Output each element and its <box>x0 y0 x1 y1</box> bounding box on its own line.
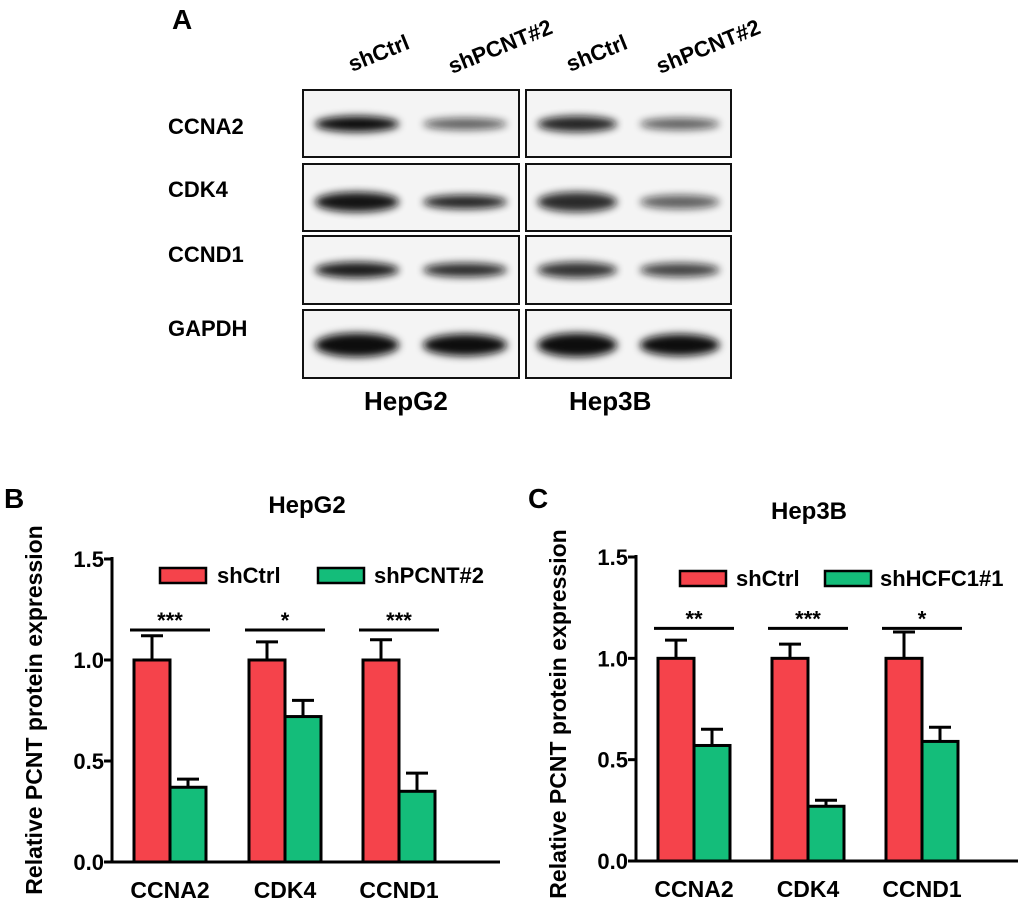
legend-label-control: shCtrl <box>217 563 281 588</box>
bar-ccnd1-knockdown <box>397 789 437 864</box>
x-tick-label: CCNA2 <box>654 876 733 902</box>
legend-swatch-control <box>678 569 728 588</box>
significance-label: *** <box>795 606 821 631</box>
lane-labels: shCtrl shPCNT#2 shCtrl shPCNT#2 <box>345 14 764 78</box>
protein-row-labels: CCNA2 CDK4 CCND1 GAPDH <box>168 114 247 341</box>
bar-ccna2-knockdown <box>692 743 732 863</box>
y-tick-label: 1.0 <box>73 648 104 673</box>
y-axis-label: Relative PCNT protein expression <box>545 529 571 898</box>
bar-cdk4-knockdown <box>806 804 846 863</box>
blot-band <box>422 195 508 209</box>
legend-label-knockdown: shPCNT#2 <box>374 563 484 588</box>
x-tick-label: CDK4 <box>777 876 840 902</box>
blot-band <box>639 195 720 209</box>
cell-line-label-hep3b: Hep3B <box>569 386 651 416</box>
bar-cdk4-control <box>247 658 287 864</box>
blot-band <box>639 334 720 356</box>
lane-label: shPCNT#2 <box>445 14 556 78</box>
blot-band <box>639 118 720 130</box>
cell-line-label-hepg2: HepG2 <box>364 386 448 416</box>
x-tick-label: CCNA2 <box>130 877 209 903</box>
blot-band <box>537 333 618 357</box>
chart-title: HepG2 <box>268 492 345 519</box>
blot-strips <box>302 89 732 379</box>
panel-letter-c: C <box>528 483 548 514</box>
y-tick-label: 1.5 <box>597 545 628 570</box>
bar-ccna2-control <box>656 656 696 863</box>
row-label-gapdh: GAPDH <box>168 316 247 341</box>
blot-band <box>314 192 400 212</box>
bar-cdk4-knockdown <box>283 715 323 864</box>
bar-chart-hepg2: B HepG2 Relative PCNT protein expression… <box>4 483 500 903</box>
bar-ccna2-knockdown <box>168 785 208 864</box>
row-label-ccna2: CCNA2 <box>168 114 244 139</box>
bar-ccnd1-control <box>884 656 924 863</box>
legend-label-control: shCtrl <box>736 566 800 591</box>
panel-letter-a: A <box>172 4 192 35</box>
blot-band <box>314 116 400 132</box>
blot-band <box>537 262 618 278</box>
significance-label: *** <box>386 608 412 633</box>
significance-label: *** <box>157 608 183 633</box>
blot-band <box>537 192 618 212</box>
legend-label-knockdown: shHCFC1#1 <box>880 566 1003 591</box>
legend-swatch-knockdown <box>316 566 366 585</box>
blot-band <box>422 263 508 277</box>
bar-ccna2-control <box>132 658 172 864</box>
lane-label: shCtrl <box>563 30 631 77</box>
bar-ccnd1-control <box>361 658 401 864</box>
significance-label: ** <box>685 606 703 631</box>
panel-letter-b: B <box>4 483 24 514</box>
y-axis-label: Relative PCNT protein expression <box>21 525 47 894</box>
y-tick-label: 0.0 <box>597 849 628 874</box>
bar-cdk4-control <box>770 656 810 863</box>
western-blot-panel: A shCtrl shPCNT#2 shCtrl shPCNT#2 CCNA2 … <box>168 4 764 416</box>
blot-band <box>314 333 400 357</box>
row-label-ccnd1: CCND1 <box>168 242 244 267</box>
y-tick-label: 1.0 <box>597 646 628 671</box>
x-tick-label: CCND1 <box>882 876 961 902</box>
y-tick-label: 0.5 <box>73 749 104 774</box>
y-tick-label: 1.5 <box>73 547 104 572</box>
y-tick-label: 0.5 <box>597 748 628 773</box>
chart-title: Hep3B <box>771 498 847 525</box>
legend-swatch-knockdown <box>823 569 873 588</box>
lane-label: shPCNT#2 <box>653 14 764 78</box>
significance-label: * <box>918 606 927 631</box>
blot-band <box>639 263 720 277</box>
blot-band <box>422 118 508 130</box>
bar-ccnd1-knockdown <box>920 739 960 863</box>
lane-label: shCtrl <box>345 30 413 77</box>
blot-band <box>537 116 618 132</box>
y-tick-label: 0.0 <box>73 850 104 875</box>
bar-chart-hep3b: C Hep3B Relative PCNT protein expression… <box>528 483 1018 902</box>
blot-band <box>422 334 508 356</box>
significance-label: * <box>281 608 290 633</box>
legend-swatch-control <box>158 566 208 585</box>
blot-band <box>314 262 400 278</box>
x-tick-label: CCND1 <box>359 877 438 903</box>
row-label-cdk4: CDK4 <box>168 177 229 202</box>
x-tick-label: CDK4 <box>254 877 317 903</box>
